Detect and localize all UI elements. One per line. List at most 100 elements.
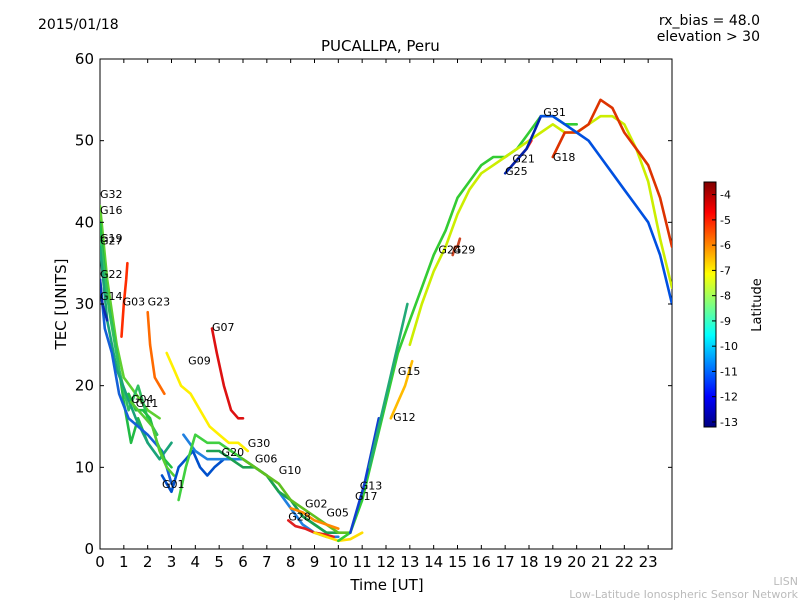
series-line-g02	[289, 506, 340, 530]
series-label-g15: G15	[398, 365, 421, 378]
series-line-g06	[206, 449, 340, 535]
series-label-g19: G19	[100, 232, 123, 245]
colorbar-tick-label: -13	[720, 416, 738, 429]
series-label-g23: G23	[148, 296, 171, 309]
y-axis-label: TEC [UNITS]	[52, 259, 70, 351]
x-tick-label: 3	[167, 553, 177, 571]
series-label-g30: G30	[248, 437, 271, 450]
colorbar-label: Latitude	[750, 278, 765, 332]
x-tick-label: 4	[191, 553, 201, 571]
x-tick-label: 6	[238, 553, 248, 571]
series-line-g31	[539, 114, 672, 306]
footer-lisn: LISN	[773, 575, 798, 588]
series-line-g24	[408, 114, 672, 347]
series-label-g04: G04	[131, 393, 154, 406]
x-tick-label: 19	[543, 553, 562, 571]
x-tick-label: 14	[424, 553, 443, 571]
series-line-g14	[100, 278, 109, 322]
x-axis-label: Time [UT]	[349, 576, 423, 594]
y-tick-label: 40	[75, 213, 94, 231]
x-tick-label: 9	[310, 553, 320, 571]
series-line-g09	[165, 351, 250, 453]
series-label-g18: G18	[553, 151, 576, 164]
series-label-g28: G28	[288, 510, 311, 523]
x-tick-label: 22	[615, 553, 634, 571]
series-label-g12: G12	[393, 411, 416, 424]
x-tick-label: 13	[400, 553, 419, 571]
series-label-g03: G03	[123, 296, 146, 309]
series-line-g23	[146, 310, 166, 396]
axes-layer: 0 1 2 3 4 5 6 7 8 9 10 11 12 13 14 15 16 17 18 19 20 21 22 2301…	[75, 50, 672, 571]
colorbar-ticks: -4 -5 -6 -7 -8 -9 -10 -11 -12 -13	[712, 189, 738, 429]
series-line-g18	[551, 98, 672, 249]
series-label-g07: G07	[212, 321, 235, 334]
series-line-g07	[210, 327, 245, 420]
colorbar-tick-label: -9	[720, 315, 731, 328]
y-tick-label: 10	[75, 458, 94, 476]
x-tick-label: 21	[591, 553, 610, 571]
series-line-g15	[367, 302, 409, 469]
series-line-g28	[286, 519, 335, 539]
series-line-g19	[100, 237, 159, 437]
colorbar-tick-label: -11	[720, 365, 738, 378]
plot-frame	[99, 58, 673, 550]
series-label-g01: G01	[162, 478, 185, 491]
series-line-g13	[348, 416, 381, 535]
y-tick-label: 30	[75, 295, 94, 313]
series-label-g25: G25	[505, 165, 528, 178]
date-label: 2015/01/18	[38, 17, 119, 33]
elevation-label: elevation > 30	[656, 29, 760, 45]
x-tick-label: 8	[286, 553, 296, 571]
colorbar-tick-label: -6	[720, 239, 731, 252]
colorbar-tick-label: -4	[720, 189, 731, 202]
y-tick-label: 0	[84, 540, 94, 558]
x-tick-label: 18	[519, 553, 538, 571]
series-label-g22: G22	[100, 268, 123, 281]
series-label-g27: G27	[100, 234, 123, 247]
x-tick-label: 17	[496, 553, 515, 571]
x-tick-label: 23	[639, 553, 658, 571]
series-label-g14: G14	[100, 290, 123, 303]
series-label-g31: G31	[543, 106, 566, 119]
x-tick-label: 5	[214, 553, 224, 571]
colorbar-tick-label: -5	[720, 214, 731, 227]
series-line-g03	[120, 261, 129, 339]
series-line-g32	[100, 204, 161, 420]
series-label-g05: G05	[326, 506, 349, 519]
x-tick-label: 16	[472, 553, 491, 571]
x-tick-label: 12	[376, 553, 395, 571]
x-tick-label: 0	[95, 553, 105, 571]
series-label-g16: G16	[100, 204, 123, 217]
series-label-g21: G21	[512, 153, 535, 166]
x-tick-label: 15	[448, 553, 467, 571]
series-label-g02: G02	[305, 497, 328, 510]
y-tick-label: 20	[75, 377, 94, 395]
series-label-g24: G24	[438, 243, 461, 256]
x-tick-label: 2	[143, 553, 153, 571]
series-label-g13: G13	[360, 479, 383, 492]
colorbar-tick-label: -10	[720, 340, 738, 353]
series-label-g11: G11	[136, 397, 159, 410]
series-line-g10	[241, 457, 352, 535]
rx-bias-label: rx_bias = 48.0	[658, 13, 760, 29]
series-label-g20: G20	[222, 446, 245, 459]
series-label-g10: G10	[279, 464, 302, 477]
series-line-g27	[100, 245, 173, 461]
series-label-g29: G29	[453, 243, 476, 256]
series-label-g06: G06	[255, 452, 278, 465]
series-label-g32: G32	[100, 188, 123, 201]
colorbar-tick-label: -12	[720, 391, 738, 404]
chart-title: PUCALLPA, Peru	[321, 37, 440, 55]
colorbar	[703, 181, 717, 428]
x-tick-label: 1	[119, 553, 129, 571]
colorbar-tick-label: -8	[720, 290, 731, 303]
series-line-g12	[389, 359, 414, 420]
x-tick-label: 11	[353, 553, 372, 571]
series-layer	[100, 98, 672, 543]
y-tick-label: 60	[75, 50, 94, 68]
series-label-g09: G09	[188, 354, 211, 367]
footer-network: Low-Latitude Ionospheric Sensor Network	[569, 588, 798, 601]
y-tick-label: 50	[75, 132, 94, 150]
